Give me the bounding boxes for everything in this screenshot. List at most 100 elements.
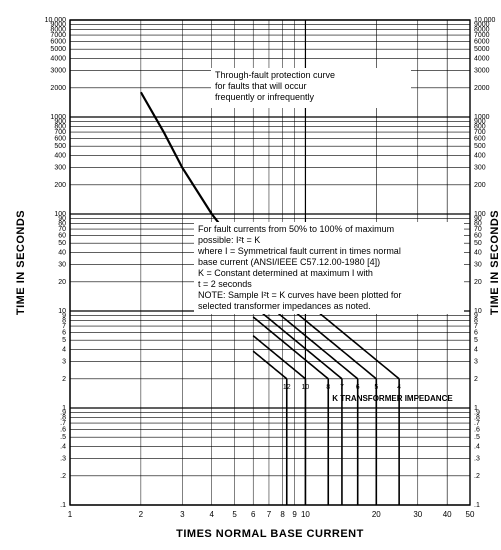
annotation-mid-line: For fault currents from 50% to 100% of m…: [198, 224, 394, 234]
x-tick-label: 7: [267, 510, 272, 519]
k-impedance-label: 6: [356, 384, 360, 391]
y-tick-label-right: 6000: [474, 39, 490, 46]
y-tick-label-left: 5000: [50, 46, 66, 53]
x-tick-label: 10: [301, 510, 310, 519]
y-tick-label-left: 1000: [50, 114, 66, 121]
y-tick-label-left: 10: [58, 308, 66, 315]
x-tick-label: 9: [292, 510, 297, 519]
k-impedance-label: 7: [340, 384, 344, 391]
y-tick-label-left: .1: [60, 502, 66, 509]
x-tick-label: 40: [443, 510, 452, 519]
k-impedance-label: 5: [374, 384, 378, 391]
y-tick-label-right: 2000: [474, 85, 490, 92]
x-axis-label: TIMES NORMAL BASE CURRENT: [176, 528, 364, 540]
x-tick-label: 3: [180, 510, 185, 519]
x-tick-label: 4: [210, 510, 215, 519]
y-tick-label-right: 40: [474, 250, 482, 257]
y-tick-label-right: 5000: [474, 46, 490, 53]
y-tick-label-left: 3: [62, 359, 66, 366]
k-impedance-label: 4: [397, 384, 401, 391]
y-tick-label-right: 5: [474, 337, 478, 344]
y-axis-label-right: TIME IN SECONDS: [489, 210, 501, 315]
y-tick-label-right: 4: [474, 347, 478, 354]
y-tick-label-left: .2: [60, 473, 66, 480]
x-tick-label: 20: [372, 510, 381, 519]
annotation-mid-line: base current (ANSI/IEEE C57.12.00-1980 […: [198, 257, 380, 267]
y-tick-label-right: 20: [474, 279, 482, 286]
y-tick-label-left: 500: [54, 143, 66, 150]
y-tick-label-right: 3: [474, 359, 478, 366]
k-transformer-label: K TRANSFORMER IMPEDANCE: [332, 394, 453, 403]
y-tick-label-right: 10: [474, 308, 482, 315]
y-tick-label-left: 60: [58, 233, 66, 240]
k-impedance-label: 8: [326, 384, 330, 391]
log-log-chart: .1.1.2.2.3.3.4.4.5.5.6.6.7.7.8.8.9.91122…: [0, 0, 501, 550]
x-tick-label: 6: [251, 510, 256, 519]
x-tick-label: 30: [413, 510, 422, 519]
y-tick-label-left: 100: [54, 211, 66, 218]
y-tick-label-left: 200: [54, 182, 66, 189]
y-tick-label-left: 2000: [50, 85, 66, 92]
x-tick-label: 8: [280, 510, 285, 519]
y-tick-label-right: .1: [474, 502, 480, 509]
y-tick-label-right: 30: [474, 262, 482, 269]
y-tick-label-right: 200: [474, 182, 486, 189]
y-tick-label-left: 40: [58, 250, 66, 257]
y-tick-label-right: .5: [474, 434, 480, 441]
y-tick-label-right: 6: [474, 330, 478, 337]
annotation-top-line: frequently or infrequently: [215, 92, 315, 102]
y-tick-label-right: 600: [474, 136, 486, 143]
annotation-mid-line: where I = Symmetrical fault current in t…: [197, 246, 401, 256]
y-tick-label-left: 30: [58, 262, 66, 269]
y-tick-label-right: .6: [474, 427, 480, 434]
y-tick-label-left: 1: [62, 405, 66, 412]
y-tick-label-left: 300: [54, 165, 66, 172]
y-tick-label-right: .3: [474, 456, 480, 463]
y-tick-label-left: 4000: [50, 56, 66, 63]
annotation-mid-line: NOTE: Sample I²t = K curves have been pl…: [198, 290, 401, 300]
y-tick-label-left: .6: [60, 427, 66, 434]
annotation-mid-line: K = Constant determined at maximum I wit…: [198, 268, 373, 278]
y-tick-label-right: 60: [474, 233, 482, 240]
y-tick-label-left: 600: [54, 136, 66, 143]
y-tick-label-left: 50: [58, 240, 66, 247]
y-tick-label-left: 6000: [50, 39, 66, 46]
y-tick-label-right: 100: [474, 211, 486, 218]
y-tick-label-left: 3000: [50, 68, 66, 75]
y-tick-label-left: 4: [62, 347, 66, 354]
y-tick-label-right: 50: [474, 240, 482, 247]
y-tick-label-left: 400: [54, 153, 66, 160]
y-tick-label-left: 20: [58, 279, 66, 286]
y-tick-label-left: 10,000: [45, 17, 67, 24]
annotation-mid-line: possible: I²t = K: [198, 235, 260, 245]
x-tick-label: 50: [466, 510, 475, 519]
y-tick-label-right: 500: [474, 143, 486, 150]
y-tick-label-right: 400: [474, 153, 486, 160]
y-tick-label-left: 2: [62, 376, 66, 383]
x-tick-label: 5: [232, 510, 237, 519]
y-tick-label-right: 1000: [474, 114, 490, 121]
annotation-mid-line: selected transformer impedances as noted…: [198, 301, 371, 311]
y-axis-label-left: TIME IN SECONDS: [15, 210, 27, 315]
annotation-top-line: for faults that will occur: [215, 81, 307, 91]
y-tick-label-left: 5: [62, 337, 66, 344]
y-tick-label-right: 4000: [474, 56, 490, 63]
k-curve: [253, 351, 287, 379]
y-tick-label-left: .5: [60, 434, 66, 441]
annotation-mid-line: t = 2 seconds: [198, 279, 252, 289]
y-tick-label-right: .4: [474, 444, 480, 451]
y-tick-label-right: 2: [474, 376, 478, 383]
y-tick-label-right: 3000: [474, 68, 490, 75]
y-tick-label-right: .2: [474, 473, 480, 480]
k-impedance-label: 12: [283, 384, 291, 391]
k-impedance-label: 10: [302, 384, 310, 391]
k-curve: [253, 306, 342, 379]
y-tick-label-right: 300: [474, 165, 486, 172]
x-tick-label: 1: [68, 510, 73, 519]
y-tick-label-left: 6: [62, 330, 66, 337]
y-tick-label-left: .3: [60, 456, 66, 463]
x-tick-label: 2: [139, 510, 144, 519]
annotation-top-line: Through-fault protection curve: [215, 70, 335, 80]
y-tick-label-right: 10,000: [474, 17, 496, 24]
y-tick-label-right: 1: [474, 405, 478, 412]
